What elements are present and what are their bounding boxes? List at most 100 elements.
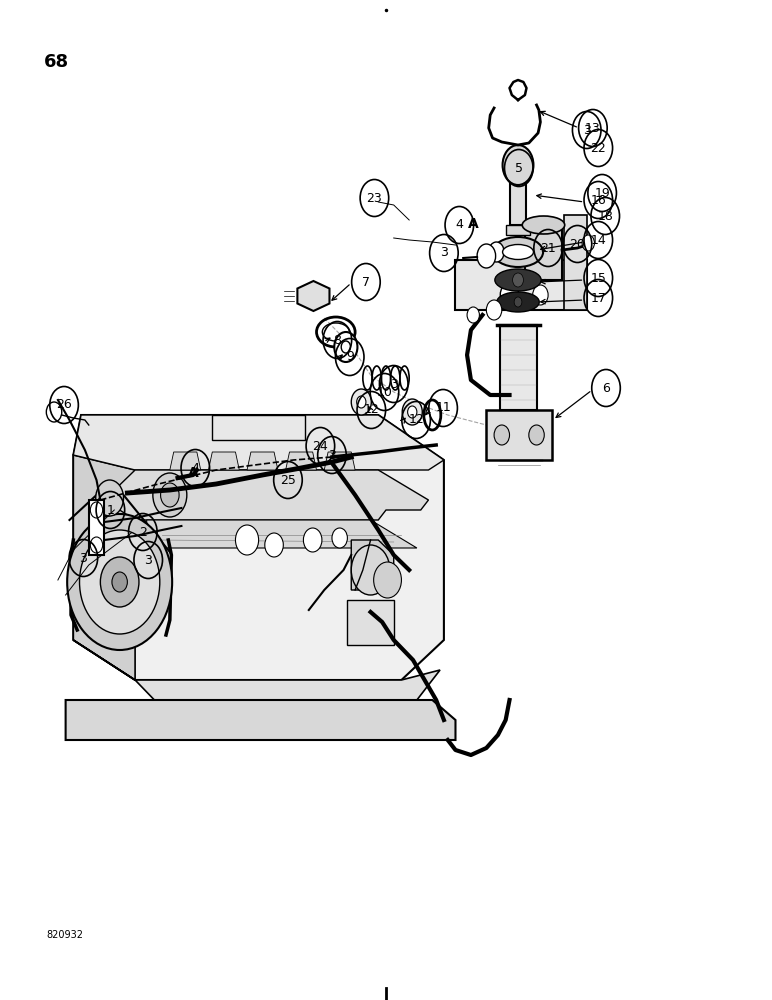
Circle shape: [486, 300, 502, 320]
Polygon shape: [212, 415, 305, 440]
Polygon shape: [455, 260, 587, 310]
Circle shape: [489, 242, 504, 262]
Text: 25: 25: [280, 474, 296, 487]
Circle shape: [514, 297, 522, 307]
Text: 3: 3: [144, 554, 152, 566]
Circle shape: [80, 530, 160, 634]
Text: 68: 68: [44, 53, 69, 71]
Text: 10: 10: [377, 385, 392, 398]
Text: 4: 4: [191, 462, 199, 475]
Polygon shape: [500, 325, 537, 410]
Text: 19: 19: [594, 187, 610, 200]
Circle shape: [90, 537, 103, 553]
Text: 17: 17: [591, 292, 606, 304]
Polygon shape: [147, 520, 417, 548]
Ellipse shape: [495, 269, 541, 291]
Text: 4: 4: [455, 219, 463, 232]
Circle shape: [332, 528, 347, 548]
Text: 15: 15: [591, 271, 606, 284]
Text: 9: 9: [346, 351, 354, 363]
Circle shape: [494, 425, 510, 445]
Polygon shape: [73, 455, 135, 680]
Circle shape: [357, 396, 366, 408]
Polygon shape: [89, 500, 104, 555]
Circle shape: [46, 402, 62, 422]
Polygon shape: [104, 470, 428, 520]
Polygon shape: [486, 410, 552, 460]
Text: 3: 3: [80, 552, 87, 564]
Text: A: A: [468, 217, 479, 231]
Text: 7: 7: [362, 275, 370, 288]
Text: 6: 6: [602, 381, 610, 394]
Text: 22: 22: [591, 141, 606, 154]
Polygon shape: [564, 215, 587, 310]
Text: 3: 3: [390, 377, 398, 390]
Circle shape: [112, 572, 127, 592]
Circle shape: [533, 285, 548, 305]
Circle shape: [265, 533, 283, 557]
Text: A: A: [188, 466, 199, 480]
Polygon shape: [297, 281, 330, 311]
Circle shape: [235, 525, 259, 555]
Polygon shape: [208, 452, 239, 470]
Circle shape: [90, 502, 103, 518]
Ellipse shape: [497, 292, 539, 312]
Polygon shape: [73, 415, 444, 680]
Text: 5: 5: [515, 161, 523, 174]
Text: 3: 3: [328, 449, 336, 462]
Circle shape: [153, 473, 187, 517]
Text: 8: 8: [334, 334, 341, 347]
Circle shape: [500, 283, 519, 307]
Ellipse shape: [522, 216, 564, 234]
Polygon shape: [324, 452, 355, 470]
Text: 24: 24: [313, 440, 328, 452]
Circle shape: [402, 399, 422, 425]
Polygon shape: [351, 540, 394, 590]
Text: 12: 12: [364, 403, 379, 416]
Polygon shape: [347, 600, 394, 645]
Circle shape: [96, 480, 124, 516]
Text: 12: 12: [408, 413, 424, 426]
Text: 2: 2: [139, 526, 147, 538]
Circle shape: [513, 273, 523, 287]
Circle shape: [341, 341, 350, 353]
Polygon shape: [66, 700, 455, 740]
Ellipse shape: [503, 244, 533, 259]
Circle shape: [503, 145, 533, 185]
Text: 18: 18: [598, 210, 613, 223]
Circle shape: [67, 514, 172, 650]
Polygon shape: [286, 452, 317, 470]
Circle shape: [477, 244, 496, 268]
Polygon shape: [506, 225, 530, 235]
Text: 23: 23: [367, 192, 382, 205]
Ellipse shape: [493, 237, 543, 267]
Polygon shape: [73, 415, 444, 470]
Circle shape: [100, 557, 139, 607]
Polygon shape: [73, 640, 440, 700]
Text: 1: 1: [107, 504, 114, 516]
Text: 3: 3: [583, 123, 591, 136]
Text: 13: 13: [585, 121, 601, 134]
Text: 20: 20: [570, 237, 585, 250]
Polygon shape: [525, 225, 562, 280]
Text: 14: 14: [591, 233, 606, 246]
Circle shape: [161, 483, 179, 507]
Circle shape: [529, 425, 544, 445]
Text: 11: 11: [435, 401, 451, 414]
Circle shape: [467, 307, 479, 323]
Polygon shape: [510, 180, 526, 225]
Circle shape: [582, 235, 594, 251]
Circle shape: [334, 332, 357, 362]
Polygon shape: [247, 452, 278, 470]
Circle shape: [351, 545, 390, 595]
Circle shape: [374, 562, 401, 598]
Text: 820932: 820932: [46, 930, 83, 940]
Circle shape: [351, 389, 371, 415]
Circle shape: [303, 528, 322, 552]
Text: 3: 3: [440, 246, 448, 259]
Circle shape: [408, 406, 417, 418]
Polygon shape: [170, 452, 201, 470]
Text: 21: 21: [540, 241, 556, 254]
Text: 26: 26: [56, 398, 72, 412]
Text: 16: 16: [591, 194, 606, 207]
